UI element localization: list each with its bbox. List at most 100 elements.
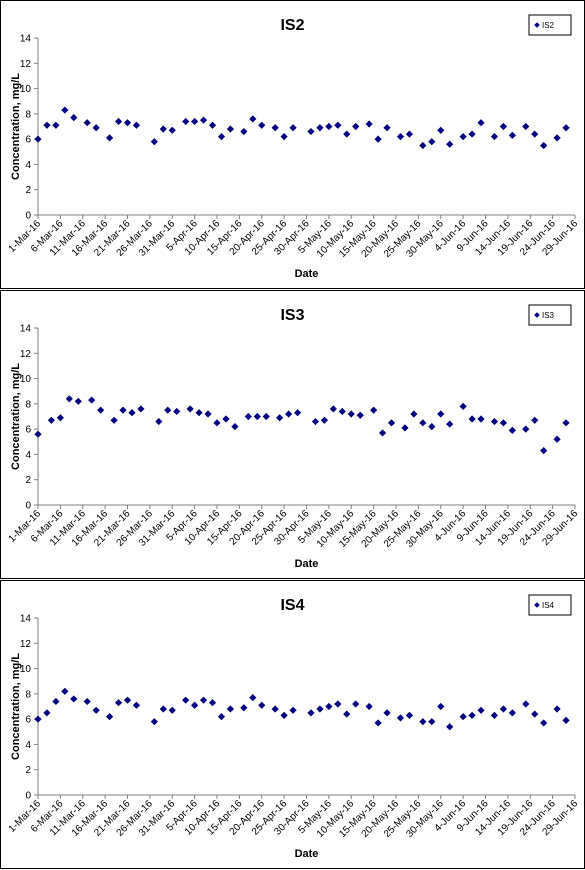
data-point [123,119,132,127]
y-tick-label: 12 [20,349,32,360]
data-point [191,701,199,709]
data-point [150,138,158,146]
data-point [43,121,51,129]
y-tick-label: 14 [20,324,32,335]
legend-label: IS4 [542,601,555,610]
data-point [343,710,351,718]
data-point [114,117,123,126]
data-point [334,121,342,129]
data-point [396,133,405,141]
data-point [531,416,539,424]
y-tick-label: 4 [25,160,31,171]
data-point [499,705,507,713]
data-point [531,710,539,718]
data-point [459,133,467,141]
data-point [43,709,51,717]
y-tick-label: 0 [25,211,31,222]
data-point [370,406,378,414]
y-tick-label: 14 [20,614,32,625]
y-tick-label: 8 [25,689,31,700]
data-point [325,702,333,711]
data-point [289,124,297,132]
chart-title: IS4 [280,597,304,614]
chart-title: IS2 [280,17,304,34]
data-point [562,419,570,427]
y-tick-label: 4 [25,450,31,461]
data-point [459,402,467,410]
data-point [553,705,561,713]
data-point [106,713,114,721]
data-point [490,417,499,426]
data-point [320,416,328,424]
legend-label: IS2 [542,21,555,30]
data-point [191,117,199,126]
data-point [280,133,288,141]
data-point [334,700,342,708]
x-axis-title: Date [295,268,319,280]
data-point [34,430,42,438]
data-point [378,429,387,437]
data-point [276,414,284,422]
data-point [280,711,288,719]
data-point [508,131,516,139]
data-point [508,709,516,717]
data-point [490,133,499,141]
y-tick-label: 10 [20,374,32,385]
data-point [307,127,315,136]
legend-marker [534,602,540,608]
data-point [226,125,235,133]
data-point [437,410,445,418]
data-point [34,715,42,723]
data-point [217,133,226,141]
data-point [428,423,436,431]
data-point [540,719,548,727]
data-point [428,718,436,726]
data-point [387,419,396,427]
data-point [34,135,42,143]
data-point [195,409,203,417]
x-axis-title: Date [295,558,319,570]
data-point [553,435,561,443]
data-point [137,405,145,413]
data-point [405,711,414,719]
data-point [208,121,217,129]
legend-marker [534,312,540,318]
y-tick-label: 6 [25,715,31,726]
y-tick-label: 2 [25,475,31,486]
data-point [289,706,297,714]
data-point [61,106,69,114]
data-point [347,410,355,418]
data-point [92,706,100,714]
y-tick-label: 4 [25,740,31,751]
y-tick-label: 8 [25,109,31,120]
data-point [150,718,158,726]
data-point [374,719,382,727]
data-point [316,705,324,713]
data-point [155,417,163,426]
data-point [428,138,436,146]
data-point [199,696,208,704]
data-point [182,117,190,126]
legend: IS2 [528,14,572,36]
data-point [208,699,217,707]
data-point [231,423,239,431]
data-point [83,697,91,706]
data-point [244,412,252,421]
y-tick-label: 10 [20,84,32,95]
data-point [262,412,270,421]
data-point [253,412,261,421]
data-point [114,699,123,707]
y-tick-label: 0 [25,501,31,512]
data-point [106,134,114,142]
legend: IS3 [528,304,572,326]
data-point [240,127,248,136]
data-point [271,705,279,713]
y-tick-label: 14 [20,34,32,45]
data-point [419,718,427,726]
data-point [365,120,373,128]
data-point [343,130,351,138]
data-point [249,115,257,123]
data-point [271,124,279,132]
y-tick-label: 6 [25,425,31,436]
legend: IS4 [528,594,572,616]
